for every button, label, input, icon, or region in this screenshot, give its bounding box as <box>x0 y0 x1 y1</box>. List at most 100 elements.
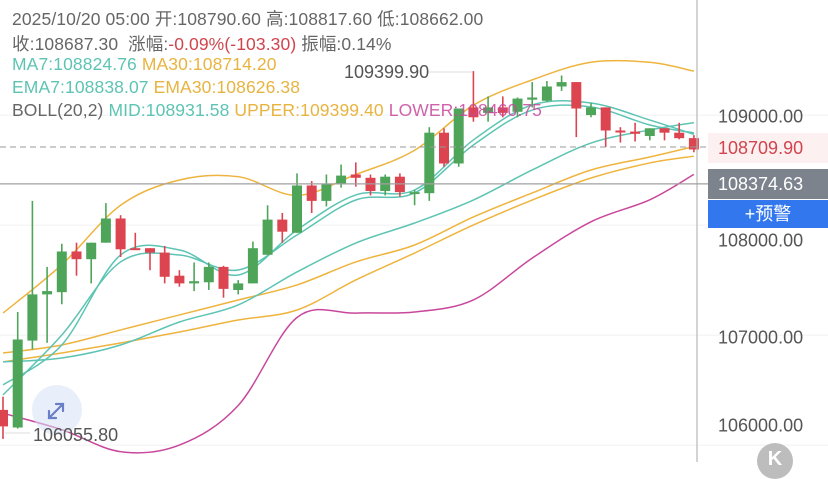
candle-body <box>100 218 111 243</box>
candle-body <box>586 107 596 116</box>
candle-body <box>145 248 155 253</box>
amplitude-value: 0.14% <box>341 34 392 54</box>
axis-label-106000: 106000.00 <box>718 415 804 436</box>
candle-body <box>350 174 361 178</box>
lower-line <box>2 173 695 454</box>
ma7-line <box>2 99 695 386</box>
candle-46 <box>674 122 685 140</box>
add-alert-button[interactable]: +预警 <box>708 200 828 228</box>
candle-body <box>439 132 449 164</box>
candle-body <box>277 219 288 232</box>
candle-40 <box>586 102 596 118</box>
candle-22 <box>321 174 332 207</box>
candle-13 <box>189 262 200 292</box>
mid-line <box>2 121 695 363</box>
k-icon[interactable]: K <box>757 443 793 479</box>
candle-body <box>527 97 538 100</box>
ohlc-row-1: 2025/10/20 05:00 开:108790.60 高:108817.60… <box>12 6 483 31</box>
candle-31 <box>453 108 464 167</box>
candle-body <box>262 219 273 255</box>
change-value: -0.09%(-103.30) <box>168 34 297 54</box>
high-label: 高: <box>265 9 289 29</box>
candle-47 <box>688 135 699 153</box>
candle-12 <box>174 270 185 287</box>
ma30-value: MA30:108714.20 <box>141 54 277 74</box>
candle-body <box>218 266 229 289</box>
kline-chart[interactable] <box>0 0 828 462</box>
low-label: 低: <box>377 9 400 29</box>
candle-body <box>0 409 8 427</box>
candle-41 <box>600 107 611 147</box>
axis-label-107000: 107000.00 <box>718 327 804 348</box>
candle-7 <box>100 203 111 243</box>
candle-10 <box>145 248 155 271</box>
candle-35 <box>512 97 523 118</box>
candle-32 <box>468 71 479 122</box>
candle-body <box>497 107 508 113</box>
candle-body <box>688 138 699 150</box>
candles <box>0 71 699 439</box>
candle-body <box>644 128 655 136</box>
current-price-tag: 108709.90 <box>708 133 828 163</box>
candle-20 <box>292 173 302 233</box>
candle-body <box>130 248 141 251</box>
candle-body <box>203 266 214 283</box>
candle-body <box>56 251 67 293</box>
candle-28 <box>409 189 420 206</box>
candle-body <box>27 294 38 341</box>
candle-body <box>115 218 126 250</box>
candle-34 <box>497 96 508 118</box>
candle-43 <box>630 122 641 142</box>
candle-body <box>42 291 53 295</box>
candle-body <box>189 281 200 284</box>
candle-38 <box>556 75 567 91</box>
datetime: 2025/10/20 05:00 <box>12 9 150 29</box>
candle-4 <box>56 243 67 305</box>
candle-body <box>12 339 23 428</box>
grid-lines <box>0 114 828 446</box>
candle-body <box>468 107 479 118</box>
boll-mid-value: MID:108931.58 <box>108 100 230 120</box>
candle-body <box>541 86 552 101</box>
candle-body <box>409 192 420 195</box>
low-value: 108662.00 <box>399 9 484 29</box>
candle-body <box>630 131 641 134</box>
candle-body <box>615 130 626 133</box>
candle-1 <box>12 311 23 429</box>
expand-arrows-icon <box>47 402 65 420</box>
candle-33 <box>483 96 494 122</box>
candle-body <box>159 252 170 277</box>
candle-body <box>424 132 435 194</box>
expand-button[interactable] <box>32 385 82 435</box>
min-price-label: 106055.80 <box>33 425 119 445</box>
high-value: 108817.60 <box>288 9 373 29</box>
ema-row: EMA7:108838.07 EMA30:108626.38 <box>12 77 300 98</box>
candle-18 <box>262 205 273 255</box>
boll-upper-value: UPPER:109399.40 <box>234 100 384 120</box>
ema7-line <box>2 104 695 396</box>
candle-body <box>556 82 567 87</box>
ma30-line <box>2 145 695 354</box>
candle-6 <box>86 242 97 284</box>
candle-44 <box>644 128 655 141</box>
candle-26 <box>380 174 391 196</box>
candle-body <box>247 248 258 284</box>
candle-0 <box>0 396 8 439</box>
candle-body <box>71 251 82 260</box>
candle-body <box>674 132 685 139</box>
max-price-label: 109399.90 <box>344 62 430 82</box>
candle-19 <box>277 212 288 243</box>
candle-body <box>306 185 317 201</box>
candle-body <box>659 128 670 133</box>
candle-body <box>86 242 97 260</box>
boll-lower-value: LOWER:108460.75 <box>388 100 542 120</box>
candle-body <box>292 185 302 233</box>
axis-label-109000: 109000.00 <box>718 106 804 127</box>
amplitude-label: 振幅: <box>301 34 342 54</box>
candle-14 <box>203 262 214 290</box>
candle-body <box>174 275 185 284</box>
boll-row: BOLL(20,2) MID:108931.58 UPPER:109399.40… <box>12 100 542 121</box>
candle-body <box>512 98 523 112</box>
candle-11 <box>159 245 170 284</box>
open-value: 108790.60 <box>177 9 261 29</box>
